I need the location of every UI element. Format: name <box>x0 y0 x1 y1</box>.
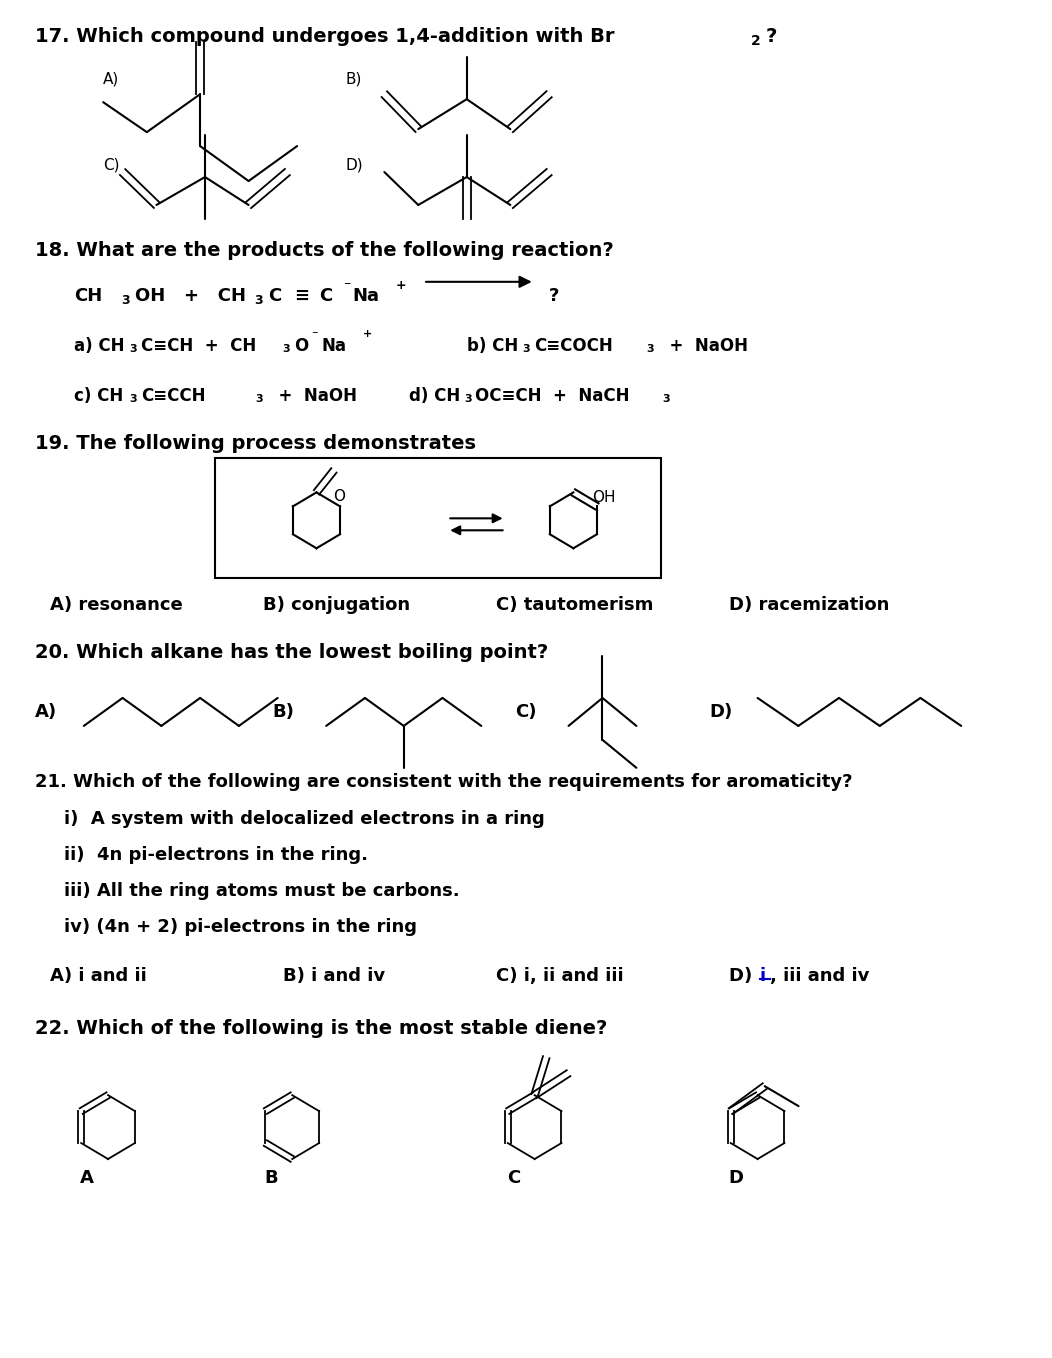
Text: 3: 3 <box>663 394 670 403</box>
Text: a) CH: a) CH <box>74 337 124 354</box>
Text: CH: CH <box>74 287 102 304</box>
Text: C): C) <box>515 703 537 721</box>
Text: D: D <box>729 1169 744 1187</box>
Text: +  NaOH: + NaOH <box>658 337 748 354</box>
Text: i: i <box>760 967 766 986</box>
Text: 19. The following process demonstrates: 19. The following process demonstrates <box>36 433 477 452</box>
Text: C) tautomerism: C) tautomerism <box>495 596 653 614</box>
Text: B) conjugation: B) conjugation <box>263 596 410 614</box>
Text: O: O <box>295 337 308 354</box>
Text: B: B <box>264 1169 278 1187</box>
Text: c) CH: c) CH <box>74 387 123 405</box>
Text: b) CH: b) CH <box>467 337 518 354</box>
Text: B): B) <box>345 71 362 87</box>
Text: A) i and ii: A) i and ii <box>49 967 146 986</box>
Text: D): D) <box>728 967 758 986</box>
Text: D): D) <box>709 703 732 721</box>
Text: B): B) <box>272 703 295 721</box>
Text: A): A) <box>103 71 120 87</box>
Text: ≡: ≡ <box>295 287 309 304</box>
Text: ⁻: ⁻ <box>311 329 319 342</box>
Text: 3: 3 <box>256 394 263 403</box>
Text: C: C <box>268 287 281 304</box>
Text: 21. Which of the following are consistent with the requirements for aromaticity?: 21. Which of the following are consisten… <box>36 773 853 790</box>
Text: 3: 3 <box>522 344 529 353</box>
Text: B) i and iv: B) i and iv <box>283 967 385 986</box>
Text: 3: 3 <box>646 344 653 353</box>
Text: i)  A system with delocalized electrons in a ring: i) A system with delocalized electrons i… <box>64 809 545 828</box>
Text: C): C) <box>103 158 120 172</box>
Text: Na: Na <box>321 337 346 354</box>
Text: C≡CCH: C≡CCH <box>141 387 205 405</box>
Text: 18. What are the products of the following reaction?: 18. What are the products of the followi… <box>36 240 614 259</box>
Text: A) resonance: A) resonance <box>49 596 183 614</box>
Text: 3: 3 <box>122 293 130 307</box>
Bar <box>215 459 661 579</box>
Text: A: A <box>80 1169 94 1187</box>
Text: OC≡CH  +  NaCH: OC≡CH + NaCH <box>476 387 630 405</box>
Text: ii)  4n pi-electrons in the ring.: ii) 4n pi-electrons in the ring. <box>64 846 368 864</box>
Text: 22. Which of the following is the most stable diene?: 22. Which of the following is the most s… <box>36 1020 608 1039</box>
Text: +  NaOH: + NaOH <box>267 387 357 405</box>
Text: 20. Which alkane has the lowest boiling point?: 20. Which alkane has the lowest boiling … <box>36 644 548 663</box>
Text: D): D) <box>345 158 363 172</box>
Text: O: O <box>332 489 345 504</box>
Text: ?: ? <box>549 287 560 304</box>
Text: ⁻: ⁻ <box>343 278 350 293</box>
Text: 17. Which compound undergoes 1,4-addition with Br: 17. Which compound undergoes 1,4-additio… <box>36 27 614 46</box>
Text: 3: 3 <box>283 344 290 353</box>
Text: +: + <box>363 329 372 338</box>
Text: 3: 3 <box>129 344 137 353</box>
Text: A): A) <box>36 703 58 721</box>
Text: C: C <box>320 287 332 304</box>
Text: , iii and iv: , iii and iv <box>770 967 870 986</box>
Text: 3: 3 <box>255 293 263 307</box>
Text: C: C <box>507 1169 520 1187</box>
Text: OH: OH <box>592 490 615 505</box>
Text: iii) All the ring atoms must be carbons.: iii) All the ring atoms must be carbons. <box>64 881 460 899</box>
Text: C) i, ii and iii: C) i, ii and iii <box>495 967 624 986</box>
Text: D) racemization: D) racemization <box>728 596 889 614</box>
Text: d) CH: d) CH <box>408 387 460 405</box>
Text: C≡CH  +  CH: C≡CH + CH <box>141 337 257 354</box>
Text: 3: 3 <box>129 394 137 403</box>
Text: +: + <box>396 278 406 292</box>
Text: ?: ? <box>766 27 776 46</box>
Text: iv) (4n + 2) pi-electrons in the ring: iv) (4n + 2) pi-electrons in the ring <box>64 918 418 936</box>
Text: C≡COCH: C≡COCH <box>533 337 612 354</box>
Text: 2: 2 <box>751 34 761 49</box>
Text: Na: Na <box>352 287 380 304</box>
Text: 3: 3 <box>464 394 471 403</box>
Text: OH   +   CH: OH + CH <box>135 287 246 304</box>
